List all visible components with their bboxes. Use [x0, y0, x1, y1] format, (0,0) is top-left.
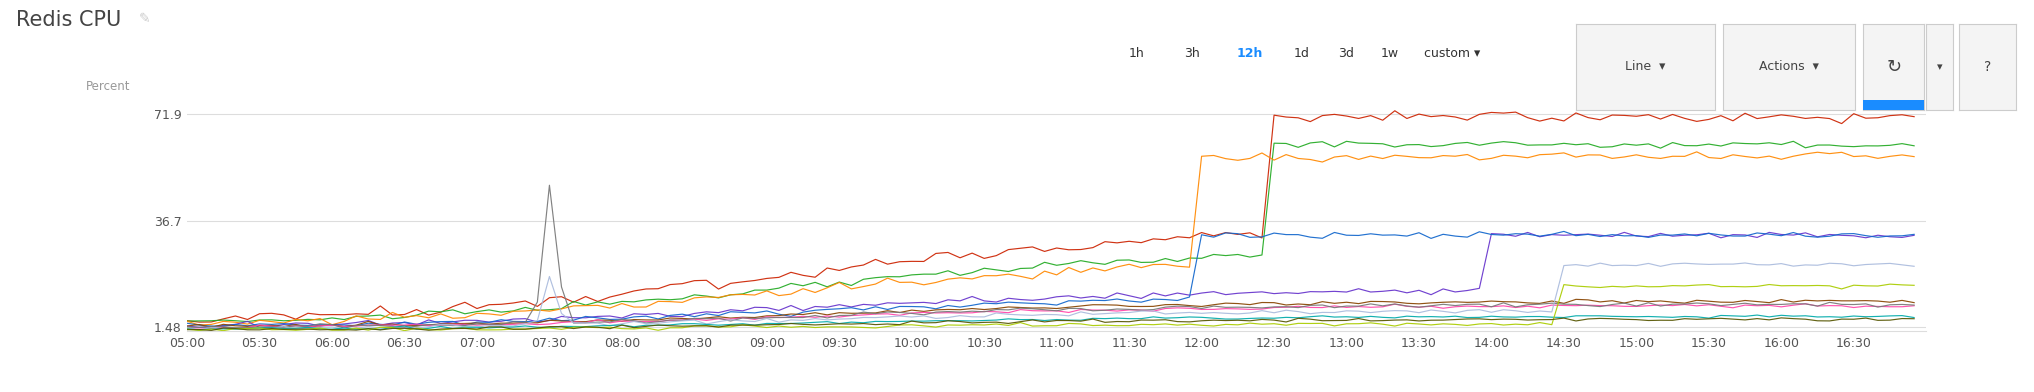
Text: 3h: 3h — [1184, 47, 1200, 60]
Text: 1h: 1h — [1129, 47, 1145, 60]
Text: Actions  ▾: Actions ▾ — [1759, 60, 1818, 73]
Text: 3d: 3d — [1338, 47, 1355, 60]
Text: 12h: 12h — [1237, 47, 1263, 60]
Text: ▾: ▾ — [1936, 62, 1942, 72]
Text: ↻: ↻ — [1886, 58, 1902, 76]
Text: Percent: Percent — [85, 80, 130, 93]
Text: ✎: ✎ — [138, 13, 151, 27]
Text: Redis CPU: Redis CPU — [16, 10, 122, 30]
Text: custom ▾: custom ▾ — [1424, 47, 1481, 60]
Text: 1w: 1w — [1381, 47, 1399, 60]
Text: 1d: 1d — [1294, 47, 1310, 60]
Text: Line  ▾: Line ▾ — [1625, 60, 1666, 73]
Text: ?: ? — [1983, 60, 1991, 74]
